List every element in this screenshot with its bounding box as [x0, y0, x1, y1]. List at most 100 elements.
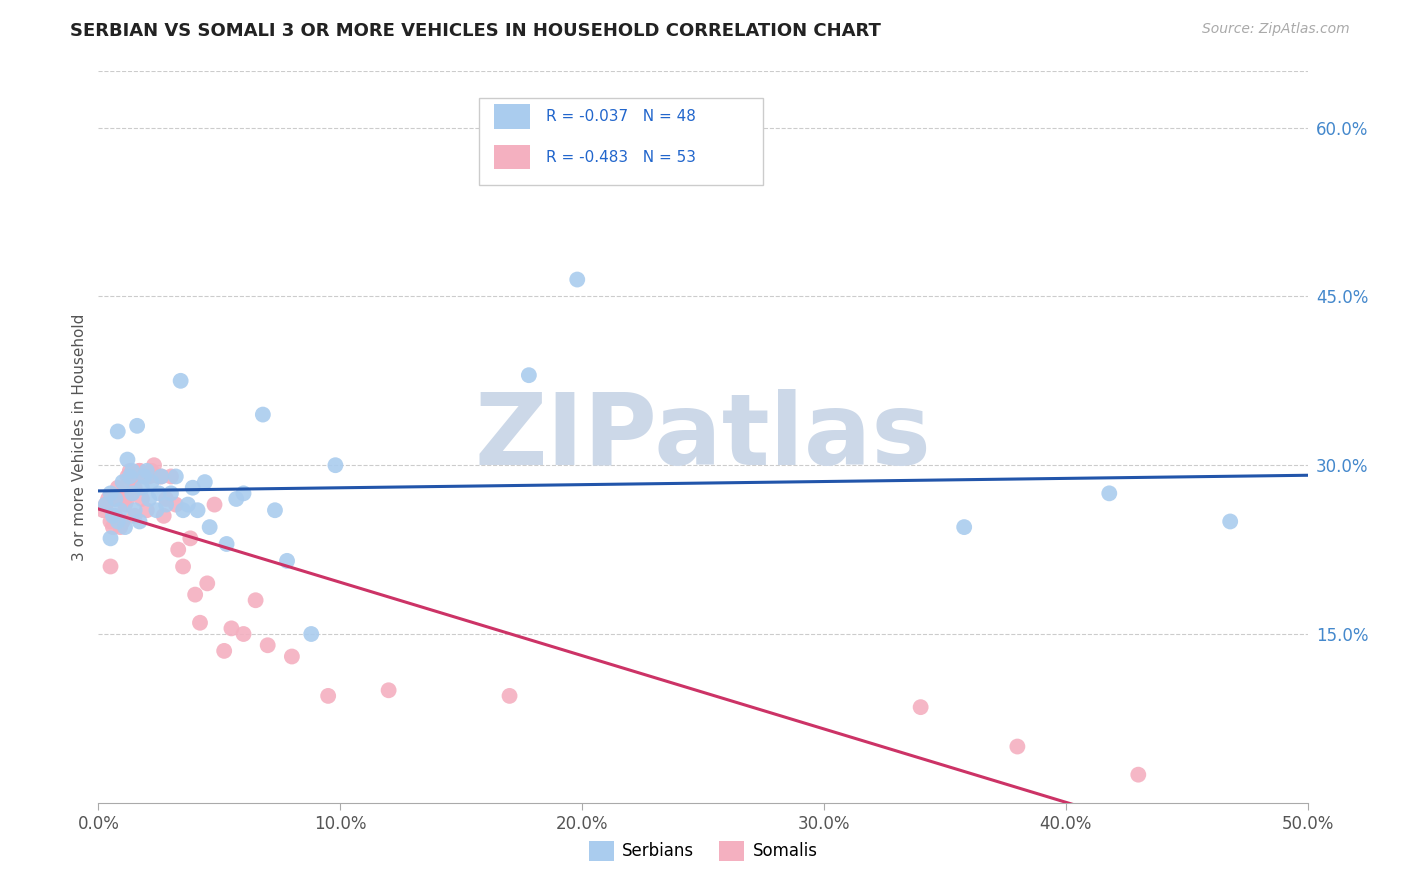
Point	[128, 464, 150, 478]
Point	[172, 503, 194, 517]
Point	[177, 498, 200, 512]
Point	[195, 576, 218, 591]
Point	[194, 475, 217, 489]
Point	[100, 559, 122, 574]
Point	[181, 481, 204, 495]
Y-axis label: 3 or more Vehicles in Household: 3 or more Vehicles in Household	[72, 313, 87, 561]
Point	[128, 464, 150, 478]
Point	[232, 486, 254, 500]
Point	[104, 491, 127, 506]
Point	[160, 469, 183, 483]
Point	[910, 700, 932, 714]
Point	[1128, 767, 1150, 781]
Point	[953, 520, 976, 534]
Point	[221, 621, 243, 635]
Point	[281, 649, 304, 664]
Point	[131, 481, 153, 495]
Point	[131, 491, 153, 506]
Point	[118, 469, 141, 483]
Point	[148, 486, 170, 500]
Point	[1219, 515, 1241, 529]
Point	[325, 458, 347, 473]
Point	[256, 638, 278, 652]
Point	[100, 486, 122, 500]
Point	[141, 464, 163, 478]
Point	[148, 469, 170, 483]
Text: R = -0.037   N = 48: R = -0.037 N = 48	[546, 109, 696, 124]
Point	[252, 408, 274, 422]
Bar	[494, 145, 530, 169]
Point	[104, 491, 127, 506]
Point	[101, 520, 124, 534]
Legend: Serbians, Somalis: Serbians, Somalis	[582, 834, 824, 868]
Point	[91, 503, 114, 517]
Point	[111, 486, 134, 500]
Point	[124, 508, 146, 523]
Point	[1098, 486, 1121, 500]
Point	[111, 475, 134, 489]
Point	[567, 272, 589, 286]
Point	[94, 498, 117, 512]
Point	[124, 503, 146, 517]
Point	[124, 481, 146, 495]
Point	[172, 559, 194, 574]
Point	[121, 475, 143, 489]
Point	[245, 593, 267, 607]
Point	[107, 481, 129, 495]
Point	[107, 515, 129, 529]
Point	[94, 498, 117, 512]
Point	[316, 689, 339, 703]
Point	[117, 491, 139, 506]
Point	[107, 425, 129, 439]
Point	[150, 469, 173, 483]
Point	[104, 508, 127, 523]
Point	[165, 498, 187, 512]
Point	[212, 644, 235, 658]
Point	[155, 498, 177, 512]
Point	[114, 520, 136, 534]
Point	[108, 503, 131, 517]
Text: ZIPatlas: ZIPatlas	[475, 389, 931, 485]
Point	[121, 486, 143, 500]
Point	[100, 515, 122, 529]
Point	[117, 469, 139, 483]
Point	[498, 689, 520, 703]
Point	[101, 508, 124, 523]
Point	[276, 554, 298, 568]
Point	[138, 491, 160, 506]
Point	[135, 464, 157, 478]
Point	[225, 491, 247, 506]
Text: Source: ZipAtlas.com: Source: ZipAtlas.com	[1202, 22, 1350, 37]
Point	[118, 464, 141, 478]
Point	[117, 452, 139, 467]
Point	[145, 503, 167, 517]
Point	[179, 532, 201, 546]
Text: SERBIAN VS SOMALI 3 OR MORE VEHICLES IN HOUSEHOLD CORRELATION CHART: SERBIAN VS SOMALI 3 OR MORE VEHICLES IN …	[70, 22, 882, 40]
Point	[143, 458, 166, 473]
Point	[111, 515, 134, 529]
Point	[215, 537, 238, 551]
Point	[167, 542, 190, 557]
Point	[169, 374, 191, 388]
Point	[114, 498, 136, 512]
Point	[134, 469, 156, 483]
Bar	[479, 98, 763, 185]
Bar	[494, 104, 530, 128]
Point	[264, 503, 287, 517]
Point	[141, 475, 163, 489]
Point	[97, 491, 120, 506]
Point	[377, 683, 399, 698]
Text: R = -0.483   N = 53: R = -0.483 N = 53	[546, 150, 696, 165]
Point	[134, 469, 156, 483]
Point	[108, 520, 131, 534]
Point	[517, 368, 540, 383]
Point	[155, 491, 177, 506]
Point	[198, 520, 221, 534]
Point	[138, 469, 160, 483]
Point	[232, 627, 254, 641]
Point	[187, 503, 209, 517]
Point	[1007, 739, 1029, 754]
Point	[188, 615, 211, 630]
Point	[165, 469, 187, 483]
Point	[184, 588, 207, 602]
